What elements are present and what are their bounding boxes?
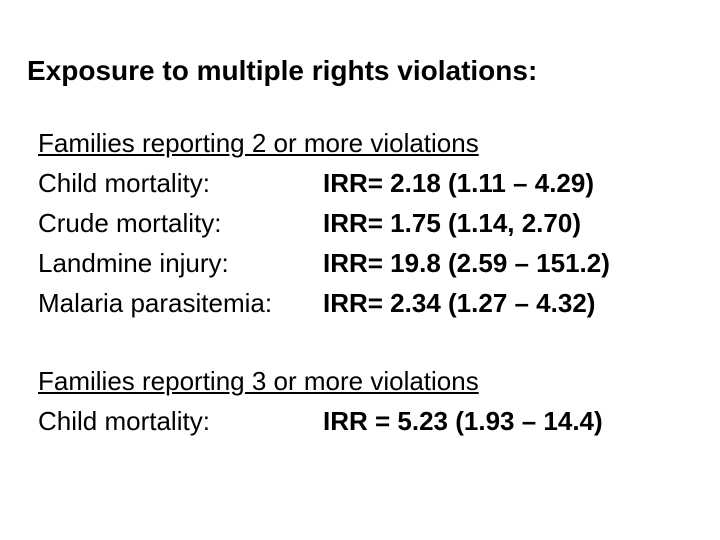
stat-value: IRR= 2.34 (1.27 – 4.32) (323, 288, 596, 318)
stat-value: IRR= 2.18 (1.11 – 4.29) (323, 168, 595, 198)
stat-label: Malaria parasitemia: (38, 288, 273, 318)
stat-label: Crude mortality: (38, 208, 222, 238)
stat-row: Malaria parasitemia: IRR= 2.34 (1.27 – 4… (38, 283, 610, 323)
stat-row: Landmine injury: IRR= 19.8 (2.59 – 151.2… (38, 243, 610, 283)
stat-value: IRR= 1.75 (1.14, 2.70) (323, 208, 581, 238)
section-2-or-more-violations: Families reporting 2 or more violations … (38, 123, 610, 323)
stat-value: IRR = 5.23 (1.93 – 14.4) (323, 406, 603, 436)
slide-title: Exposure to multiple rights violations: (27, 55, 538, 86)
stat-label: Child mortality: (38, 168, 210, 198)
section-heading: Families reporting 3 or more violations (38, 366, 479, 396)
stat-value: IRR= 19.8 (2.59 – 151.2) (323, 248, 610, 278)
section-heading: Families reporting 2 or more violations (38, 128, 479, 158)
stat-row: Child mortality: IRR= 2.18 (1.11 – 4.29) (38, 163, 610, 203)
stat-row: Crude mortality: IRR= 1.75 (1.14, 2.70) (38, 203, 610, 243)
stat-label: Landmine injury: (38, 248, 229, 278)
section-3-or-more-violations: Families reporting 3 or more violations … (38, 361, 603, 441)
stat-row: Child mortality: IRR = 5.23 (1.93 – 14.4… (38, 401, 603, 441)
stat-label: Child mortality: (38, 406, 210, 436)
